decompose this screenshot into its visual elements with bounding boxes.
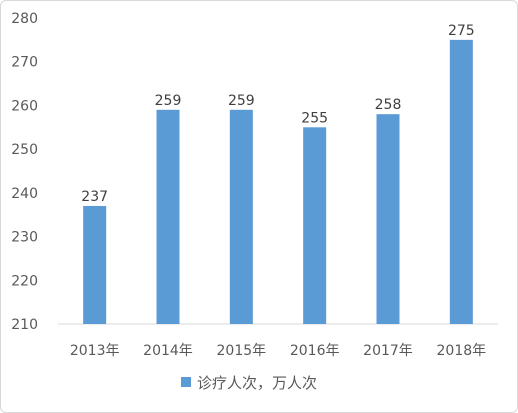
y-tick-label: 280 — [11, 11, 38, 27]
x-tick-label: 2018年 — [437, 343, 487, 359]
data-label: 259 — [155, 93, 182, 109]
y-tick-label: 240 — [11, 186, 38, 202]
legend-label: 诊疗人次，万人次 — [197, 374, 317, 392]
legend: 诊疗人次，万人次 — [181, 374, 317, 392]
data-label: 259 — [228, 93, 255, 109]
y-tick-label: 270 — [11, 55, 38, 71]
x-tick-label: 2013年 — [70, 343, 120, 359]
x-axis: 2013年 2014年 2015年 2016年 2017年 2018年 — [70, 343, 486, 359]
x-tick-label: 2017年 — [363, 343, 413, 359]
bar — [229, 109, 253, 324]
y-tick-label: 210 — [11, 317, 38, 333]
x-tick-label: 2014年 — [143, 343, 193, 359]
x-tick-label: 2016年 — [290, 343, 340, 359]
y-tick-label: 220 — [11, 273, 38, 289]
bar — [376, 114, 400, 325]
y-tick-label: 250 — [11, 142, 38, 158]
y-axis: 210 220 230 240 250 260 270 280 — [11, 11, 38, 333]
data-label: 255 — [301, 110, 328, 126]
bars: 237 259 259 255 258 275 — [81, 23, 475, 325]
data-label: 258 — [375, 97, 402, 113]
y-tick-label: 260 — [11, 98, 38, 114]
y-tick-label: 230 — [11, 230, 38, 246]
data-label: 275 — [448, 23, 475, 39]
bar — [303, 127, 327, 325]
legend-swatch — [181, 377, 191, 387]
bar — [83, 205, 107, 324]
data-label: 237 — [81, 189, 108, 205]
x-tick-label: 2015年 — [217, 343, 267, 359]
bar — [156, 109, 180, 324]
watermark: 搜狐号@中金企信国际咨询 — [331, 8, 511, 26]
bar — [449, 39, 473, 324]
